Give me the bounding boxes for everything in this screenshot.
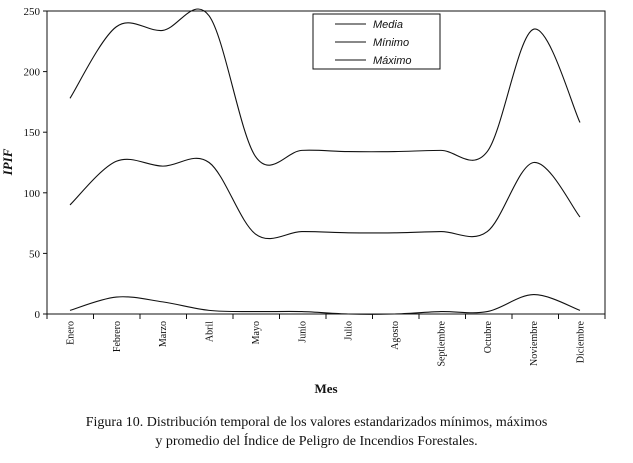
x-tick-label: Marzo <box>158 321 169 347</box>
legend-label: Media <box>373 19 403 31</box>
legend: Media Mínimo Máximo <box>312 13 441 70</box>
x-tick-label: Junio <box>297 321 308 343</box>
legend-box <box>312 13 441 70</box>
y-tick-label: 50 <box>29 248 41 260</box>
x-tick-label: Abril <box>205 321 216 342</box>
y-tick-label: 200 <box>24 67 41 79</box>
x-tick-label: Julio <box>344 321 355 340</box>
series-line-maximo <box>69 8 581 166</box>
x-axis-title: Mes <box>314 381 337 396</box>
x-tick-label: Agosto <box>390 321 401 350</box>
y-axis-title: IPIF <box>0 148 15 176</box>
x-tick-label: Diciembre <box>576 320 587 363</box>
y-axis-ticks: 0 50 100 150 200 250 <box>24 6 47 321</box>
line-chart: 0 50 100 150 200 250 Enero Febrero Marzo Abril Ma… <box>0 6 606 396</box>
x-axis-ticks: Enero Febrero Marzo Abril Mayo Junio Julio Agos… <box>46 314 606 367</box>
legend-label: Máximo <box>373 55 412 67</box>
y-tick-label: 150 <box>24 127 41 139</box>
x-tick-label: Enero <box>66 321 77 345</box>
legend-label: Mínimo <box>373 37 409 49</box>
x-tick-label: Noviembre <box>529 320 540 366</box>
figure-caption-line-2: y promedio del Índice de Peligro de Ince… <box>155 434 478 449</box>
x-tick-label: Febrero <box>112 321 123 352</box>
series-line-media <box>69 157 581 240</box>
y-tick-label: 100 <box>24 188 41 200</box>
series-line-minimo <box>69 294 581 315</box>
series-lines <box>69 8 581 315</box>
y-tick-label: 250 <box>24 6 41 18</box>
y-tick-label: 0 <box>35 309 41 321</box>
x-tick-label: Octubre <box>483 320 494 353</box>
figure-caption-line-1: Figura 10. Distribución temporal de los … <box>85 415 548 430</box>
x-tick-label: Mayo <box>251 321 262 344</box>
x-tick-label: Septiembre <box>436 320 447 366</box>
